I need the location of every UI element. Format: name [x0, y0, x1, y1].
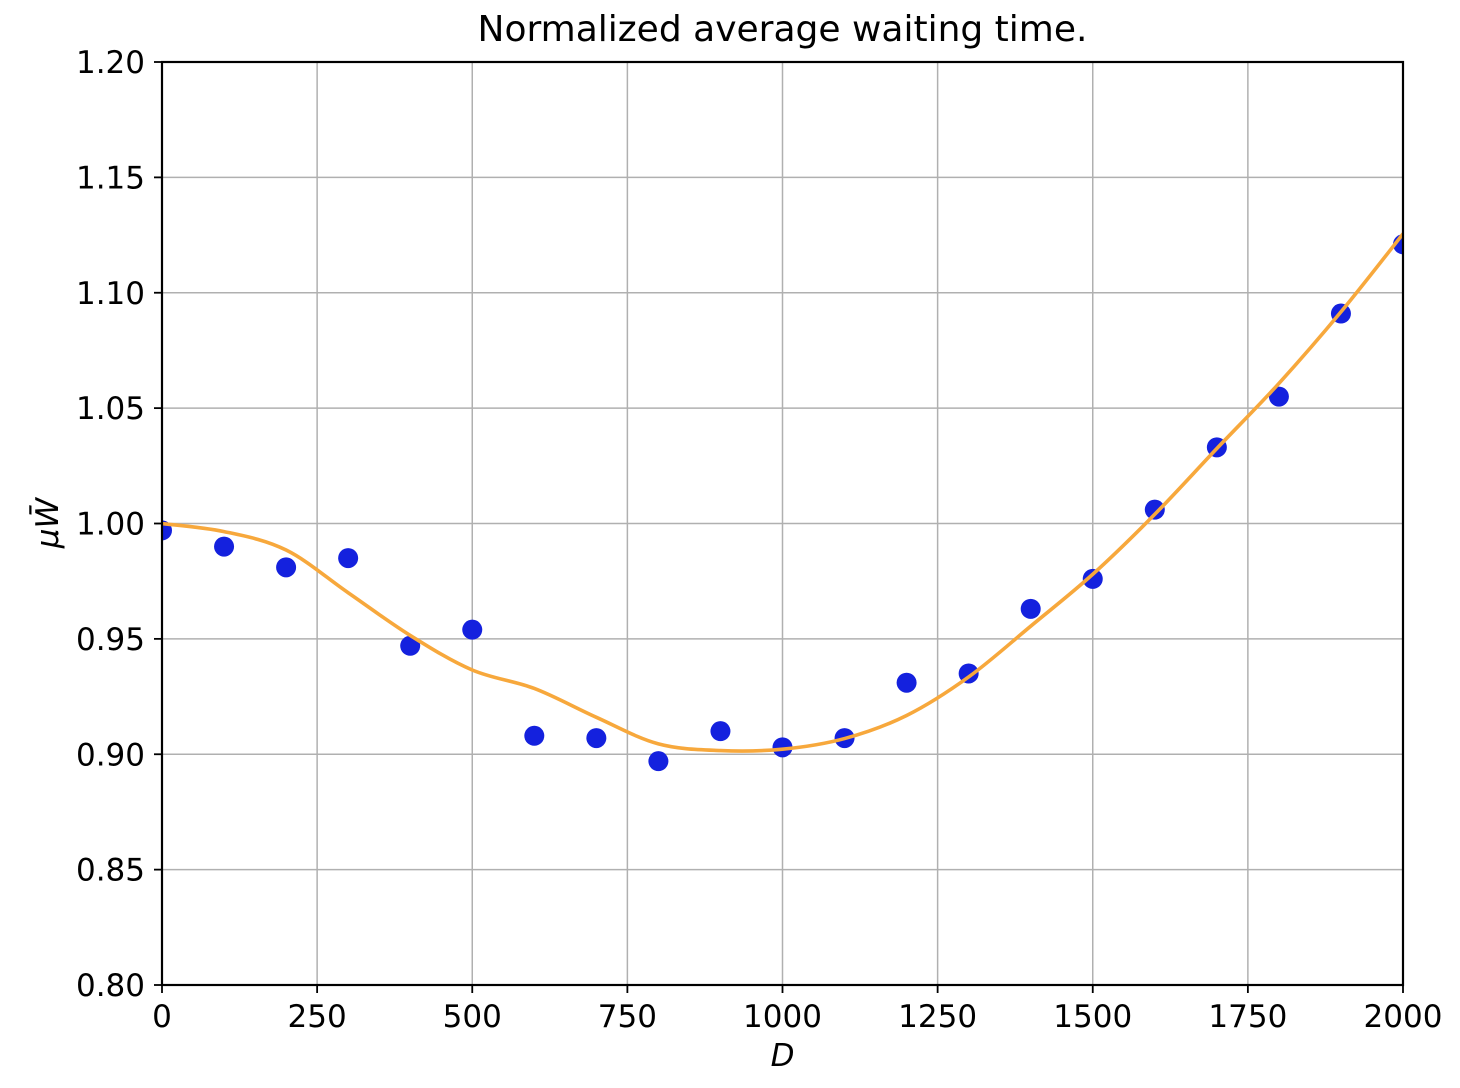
data-point [214, 536, 235, 557]
y-axis-label: μW̄ [29, 496, 66, 549]
x-tick-label: 1250 [898, 999, 977, 1035]
x-axis-label: D [771, 1038, 795, 1074]
x-tick-label: 250 [288, 999, 347, 1035]
x-tick-label: 1750 [1208, 999, 1287, 1035]
chart-layers: 0 250 500 750 1000 1250 1500 1750 2000 0.80 0.85 0.… [76, 45, 1442, 1035]
data-point [710, 721, 731, 742]
data-point [896, 672, 917, 693]
data-point [524, 725, 545, 746]
data-point [772, 737, 793, 758]
data-point [1020, 598, 1041, 619]
data-point [276, 557, 297, 578]
y-tick-label: 0.85 [76, 853, 145, 889]
data-layer [162, 232, 1403, 772]
y-tick-label: 0.95 [76, 622, 145, 658]
x-tick-label: 0 [152, 999, 172, 1035]
data-point [400, 635, 421, 656]
data-point [1268, 386, 1289, 407]
x-tick-label: 500 [443, 999, 502, 1035]
data-point [586, 728, 607, 749]
y-tick-label: 1.20 [76, 45, 145, 81]
y-tick-label: 1.05 [76, 391, 145, 427]
x-tick-label: 750 [598, 999, 657, 1035]
x-tick-label: 1000 [743, 999, 822, 1035]
data-point [648, 751, 669, 772]
data-point [338, 548, 359, 569]
y-tick-label: 1.15 [76, 160, 145, 196]
y-tick-label: 0.80 [76, 968, 145, 1004]
x-tick-label: 1500 [1053, 999, 1132, 1035]
data-point [462, 619, 483, 640]
y-tick-label: 1.00 [76, 507, 145, 543]
data-point [1082, 568, 1103, 589]
y-tick-label: 0.90 [76, 737, 145, 773]
y-tick-label: 1.10 [76, 276, 145, 312]
chart-title: Normalized average waiting time. [478, 9, 1088, 50]
x-tick-label: 2000 [1364, 999, 1443, 1035]
data-point [1144, 499, 1165, 520]
fitted-curve [162, 232, 1403, 753]
